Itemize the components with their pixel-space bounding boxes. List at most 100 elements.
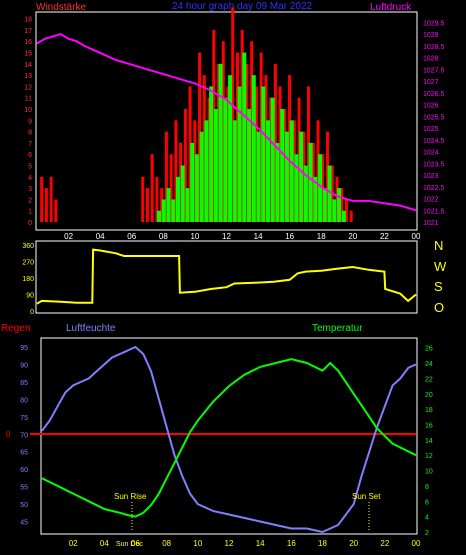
wind-axis-tick-label: 13 [24, 73, 32, 80]
wind-gust-bar [179, 142, 183, 222]
wind-axis-tick-label: 11 [25, 96, 32, 103]
bottom-time-tick-label: 10 [193, 539, 202, 548]
wind-gust-bar [254, 86, 258, 222]
wind-axis-tick-label: 10 [24, 107, 32, 114]
wind-gust-bar [316, 120, 320, 222]
pressure-axis-title: Luftdruck [370, 2, 412, 13]
humidity-axis-tick-label: 95 [20, 345, 28, 352]
wind-gust-bar [297, 97, 301, 222]
direction-letter-n-top: N [434, 238, 443, 253]
pressure-axis-tick-label: 1026 [423, 103, 439, 110]
bottom-time-tick-label: 16 [287, 539, 296, 548]
wind-average-bar [275, 142, 280, 222]
wind-average-bar [318, 154, 323, 222]
temperature-axis-tick-label: 20 [425, 392, 433, 399]
direction-axis-tick-label: 90 [26, 293, 34, 300]
humidity-axis-tick-label: 45 [20, 520, 28, 527]
wind-axis-tick-label: 15 [24, 51, 32, 58]
wind-gust-bar [49, 176, 53, 222]
sun-dec-label: Sun Dec [116, 541, 143, 548]
wind-gust-bar [307, 86, 311, 222]
wind-axis-tick-label: 6 [28, 152, 32, 159]
humidity-axis-tick-label: 75 [20, 415, 28, 422]
bottom-time-tick-label: 08 [162, 539, 171, 548]
wind-gust-bar [174, 120, 178, 222]
humidity-axis-tick-label: 65 [20, 450, 28, 457]
wind-average-bar [289, 120, 294, 222]
wind-axis-tick-label: 17 [24, 28, 32, 35]
pressure-axis-tick-label: 1027.5 [423, 67, 445, 74]
pressure-axis-tick-label: 1023.5 [423, 161, 445, 168]
wind-gust-bar [145, 188, 149, 222]
wind-average-bar [332, 199, 337, 222]
wind-gust-bar [235, 52, 239, 222]
wind-gust-bar [283, 109, 287, 222]
humidity-axis-tick-label: 50 [20, 502, 28, 509]
wind-gust-bar [226, 86, 230, 222]
bottom-time-tick-label: 02 [69, 539, 78, 548]
wind-gust-bar [164, 131, 168, 222]
chart-title: 24 hour graph day 09 Mar 2022 [172, 1, 313, 12]
wind-gust-bar [169, 154, 173, 222]
wind-average-bar [228, 75, 233, 222]
wind-gust-bar [278, 86, 282, 222]
temperature-axis-tick-label: 24 [425, 361, 433, 368]
wind-gust-bar [198, 52, 202, 222]
pressure-axis-tick-label: 1025 [423, 126, 439, 133]
wind-panel: 012345678910111213141516171810211021.510… [24, 7, 445, 241]
direction-letter-o: O [434, 300, 444, 315]
wind-axis-tick-label: 12 [24, 84, 32, 91]
wind-average-bar [180, 165, 185, 222]
top-time-tick-label: 10 [190, 232, 199, 241]
wind-gust-bar [269, 97, 273, 222]
humidity-axis-tick-label: 90 [20, 362, 28, 369]
bottom-time-tick-label: 12 [225, 539, 234, 548]
sun-set-label: Sun Set [352, 492, 381, 501]
wind-average-bar [280, 109, 285, 222]
direction-axis-tick-label: 0 [30, 309, 34, 316]
wind-axis-tick-label: 5 [28, 164, 32, 171]
wind-average-bar [166, 188, 171, 222]
wind-average-bar [341, 210, 346, 222]
top-time-tick-label: 18 [317, 232, 326, 241]
wind-gust-bar [349, 210, 353, 222]
humidity-axis-tick-label: 60 [20, 467, 28, 474]
wind-average-bar [209, 86, 214, 222]
wind-axis-tick-label: 8 [28, 130, 32, 137]
wind-gust-bar [288, 75, 292, 222]
top-time-tick-label: 14 [254, 232, 263, 241]
temperature-axis-tick-label: 8 [425, 484, 429, 491]
top-time-tick-label: 08 [159, 232, 168, 241]
humidity-axis-tick-label: 55 [20, 485, 28, 492]
direction-axis-tick-label: 270 [22, 260, 34, 267]
wind-gust-bar [292, 120, 296, 222]
humidity-panel-frame [40, 337, 418, 535]
wind-gust-bar [245, 63, 249, 223]
wind-average-bar [171, 199, 176, 222]
wind-gust-bar [40, 176, 44, 222]
wind-gust-bar [217, 63, 221, 223]
wind-axis-tick-label: 2 [28, 197, 32, 204]
direction-axis-tick-label: 360 [22, 243, 34, 250]
rain-axis-tick-label: 0 [6, 430, 11, 439]
top-time-tick-label: 12 [222, 232, 231, 241]
pressure-axis-tick-label: 1024.5 [423, 138, 445, 145]
wind-average-bar [313, 176, 318, 222]
wind-axis-tick-label: 14 [24, 62, 32, 69]
wind-average-bar [308, 142, 313, 222]
wind-average-bar [190, 142, 195, 222]
humidity-axis-tick-label: 80 [20, 397, 28, 404]
pressure-axis-tick-label: 1025.5 [423, 114, 445, 121]
bottom-time-tick-label: 06 [131, 539, 140, 548]
wind-average-bar [299, 131, 304, 222]
wind-average-bar [237, 86, 242, 222]
top-time-tick-label: 04 [96, 232, 105, 241]
bottom-time-tick-label: 04 [100, 539, 109, 548]
pressure-axis-tick-label: 1021 [423, 220, 439, 227]
wind-gust-bar [221, 41, 225, 223]
wind-average-bar [284, 131, 289, 222]
wind-gust-bar [311, 142, 315, 222]
wind-average-bar [247, 109, 252, 222]
wind-average-bar [270, 97, 275, 222]
direction-line [36, 248, 417, 305]
